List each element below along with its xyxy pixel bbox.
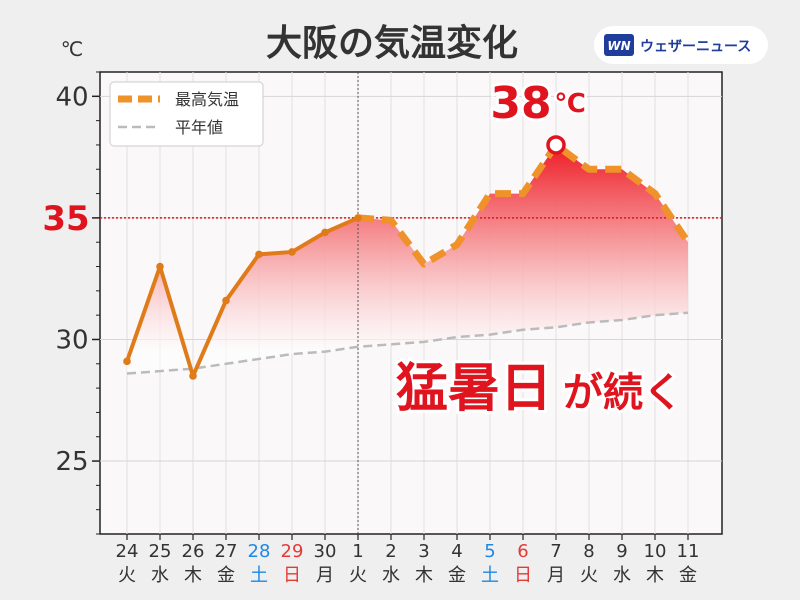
x-tick-day: 火 [580,565,598,586]
peak-annotation: 38 ℃ [487,75,588,132]
max-temp-point [123,357,131,366]
x-tick-day: 火 [118,565,136,586]
x-tick-day: 木 [184,565,202,586]
wn-logo-icon [604,34,634,56]
x-tick-date: 24 [116,541,139,562]
max-temp-point [189,372,197,380]
x-tick-date: 4 [451,541,462,562]
max-temp-area-fill [127,144,688,376]
chart-title: 大阪の気温変化 [266,22,518,64]
max-temp-point [288,248,296,256]
x-tick-date: 6 [517,541,528,562]
x-tick-day: 月 [316,565,334,586]
x-tick-labels: 24火25水26木27金28土29日30月1火2水3木4金5土6日7月8火9水1… [116,534,700,586]
x-tick-day: 木 [646,565,664,586]
max-temp-point [156,262,164,271]
x-tick-date: 26 [182,541,205,562]
x-tick-date: 10 [644,541,667,562]
x-tick-day: 月 [547,565,565,586]
x-tick-day: 金 [448,565,466,586]
x-tick-date: 3 [418,541,429,562]
x-tick-day: 水 [382,565,400,586]
max-temp-point [255,250,263,259]
y-tick-label: 30 [55,325,88,355]
x-tick-date: 11 [677,541,700,562]
max-temp-point [222,296,230,305]
max-temp-forecast-line [357,141,691,268]
x-tick-date: 27 [215,541,238,562]
x-tick-day: 火 [349,565,367,586]
x-tick-date: 2 [385,541,396,562]
y-tick-label: 25 [55,447,88,477]
headline-part1: 猛暑日 [396,359,552,419]
y-minor-ticks [96,71,100,535]
x-tick-date: 5 [484,541,495,562]
y-tick-label: 40 [55,82,88,112]
x-tick-date: 9 [616,541,627,562]
max-temp-point [354,214,362,222]
x-tick-day: 日 [283,565,301,586]
x-tick-date: 30 [314,541,337,562]
peak-unit-text: ℃ [554,89,585,119]
x-tick-day: 日 [514,565,532,586]
x-tick-day: 土 [481,565,499,586]
weathernews-logo: WN ウェザーニュース [594,26,768,64]
max-temp-points [123,214,362,380]
y-unit-label: ℃ [61,37,83,61]
max-temp-point [321,228,329,237]
legend-label-max: 最高気温 [175,90,239,109]
x-tick-day: 木 [415,565,433,586]
x-tick-date: 29 [281,541,304,562]
x-tick-date: 1 [352,541,363,562]
x-tick-day: 水 [151,565,169,586]
threshold-label: 35 [42,199,89,239]
logo-text: ウェザーニュース [640,39,751,55]
headline: 猛暑日 が続く [393,356,686,422]
x-tick-date: 8 [583,541,594,562]
x-tick-day: 水 [613,565,631,586]
x-tick-day: 金 [679,565,697,586]
legend-label-normal: 平年値 [175,118,223,137]
wn-logo-mark: WN [607,39,630,53]
max-temp-observed-line [125,216,359,378]
x-tick-date: 25 [149,541,172,562]
peak-value-text: 38 [490,78,551,129]
x-tick-date: 7 [550,541,561,562]
legend: 最高気温 平年値 [109,81,264,147]
x-tick-date: 28 [248,541,271,562]
normal-temp-line [126,311,689,375]
peak-marker [546,135,566,155]
x-tick-day: 金 [217,565,235,586]
headline-part2: が続く [563,370,683,416]
x-tick-day: 土 [250,565,268,586]
y-tick-labels: 25 30 40 [55,82,88,477]
